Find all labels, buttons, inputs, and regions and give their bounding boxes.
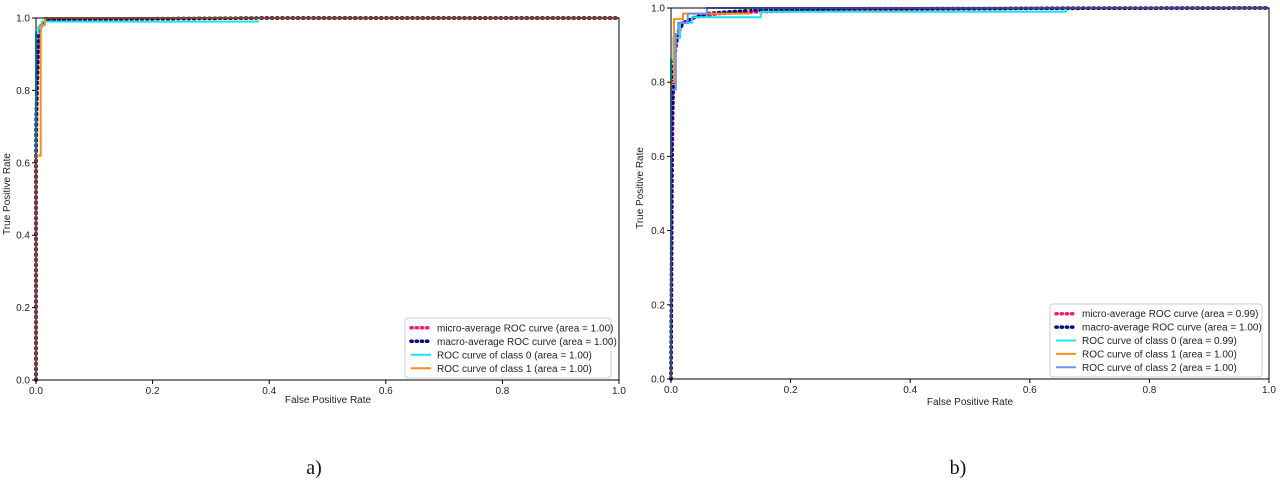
panel-b-xtick-label: 0.6: [1023, 385, 1037, 396]
panel-b-ytick-label: 0.8: [651, 78, 665, 89]
panel-a-xtick-label: 0.4: [262, 386, 276, 397]
panel-a-xtick-label: 0.0: [29, 386, 43, 397]
panel-a-ytick-label: 0.2: [16, 303, 30, 314]
panel-b-legend: micro-average ROC curve (area = 0.99) mac…: [1049, 303, 1263, 378]
panel-a-legend: micro-average ROC curve (area = 1.00) mac…: [404, 317, 617, 379]
panel-a-ytick-label: 0.8: [16, 86, 30, 97]
panel-a-ytick-label: 1.0: [16, 14, 30, 25]
legend-entry-label: ROC curve of class 0 (area = 1.00): [437, 350, 592, 361]
panel-b-ytick-label: 0.6: [651, 152, 665, 163]
panel-a-xtick-label: 1.0: [612, 386, 626, 397]
panel-a-series-line-2: [35, 17, 619, 380]
panel-b-series-line-4: [670, 7, 1269, 379]
panel-b-xlabel: False Positive Rate: [927, 397, 1014, 408]
panel-a-ylabel: True Positive Rate: [2, 153, 13, 235]
panel-b-series-line-3: [670, 7, 1269, 379]
panel-a-xtick-label: 0.8: [495, 386, 509, 397]
panel-b-ytick-label: 0.4: [651, 226, 665, 237]
panel-b-xtick-label: 0.4: [903, 385, 917, 396]
panel-a-ytick-label: 0.4: [16, 231, 30, 242]
legend-entry-label: micro-average ROC curve (area = 0.99): [1082, 309, 1258, 320]
panel-b-ytick-label: 0.0: [651, 375, 665, 386]
legend-entry-label: ROC curve of class 2 (area = 1.00): [1082, 363, 1237, 374]
panel-a-xtick-label: 0.2: [146, 386, 160, 397]
legend-entry-label: micro-average ROC curve (area = 1.00): [437, 323, 613, 334]
panel-b: False Positive Rate True Positive Rate b…: [635, 4, 1276, 480]
panel-a-ytick-label: 0.0: [16, 376, 30, 387]
panel-a-axes-frame: [35, 17, 620, 381]
panel-b-caption: b): [950, 457, 967, 479]
panel-a: False Positive Rate True Positive Rate a…: [2, 14, 626, 480]
panel-a-xtick-label: 0.6: [379, 386, 393, 397]
legend-entry-label: macro-average ROC curve (area = 1.00): [1082, 323, 1262, 334]
panel-b-xtick-label: 1.0: [1262, 385, 1276, 396]
legend-frame: [404, 317, 612, 379]
panel-b-series: [669, 6, 1271, 381]
panel-b-xtick-label: 0.8: [1142, 385, 1156, 396]
panel-a-caption: a): [306, 457, 322, 479]
legend-frame: [1049, 303, 1263, 378]
legend-entry-label: macro-average ROC curve (area = 1.00): [437, 337, 617, 348]
legend-entry-label: ROC curve of class 1 (area = 1.00): [1082, 349, 1237, 360]
panel-b-ylabel: True Positive Rate: [635, 147, 646, 229]
panel-b-ytick-label: 0.2: [651, 300, 665, 311]
panel-a-xlabel: False Positive Rate: [285, 395, 372, 406]
panel-b-axes-frame: [670, 7, 1270, 380]
panel-b-xtick-label: 0.0: [664, 385, 678, 396]
panel-b-xtick-label: 0.2: [784, 385, 798, 396]
legend-entry-label: ROC curve of class 1 (area = 1.00): [437, 364, 592, 375]
panel-b-ytick-label: 1.0: [651, 4, 665, 15]
panel-a-ytick-label: 0.6: [16, 158, 30, 169]
legend-entry-label: ROC curve of class 0 (area = 0.99): [1082, 336, 1237, 347]
